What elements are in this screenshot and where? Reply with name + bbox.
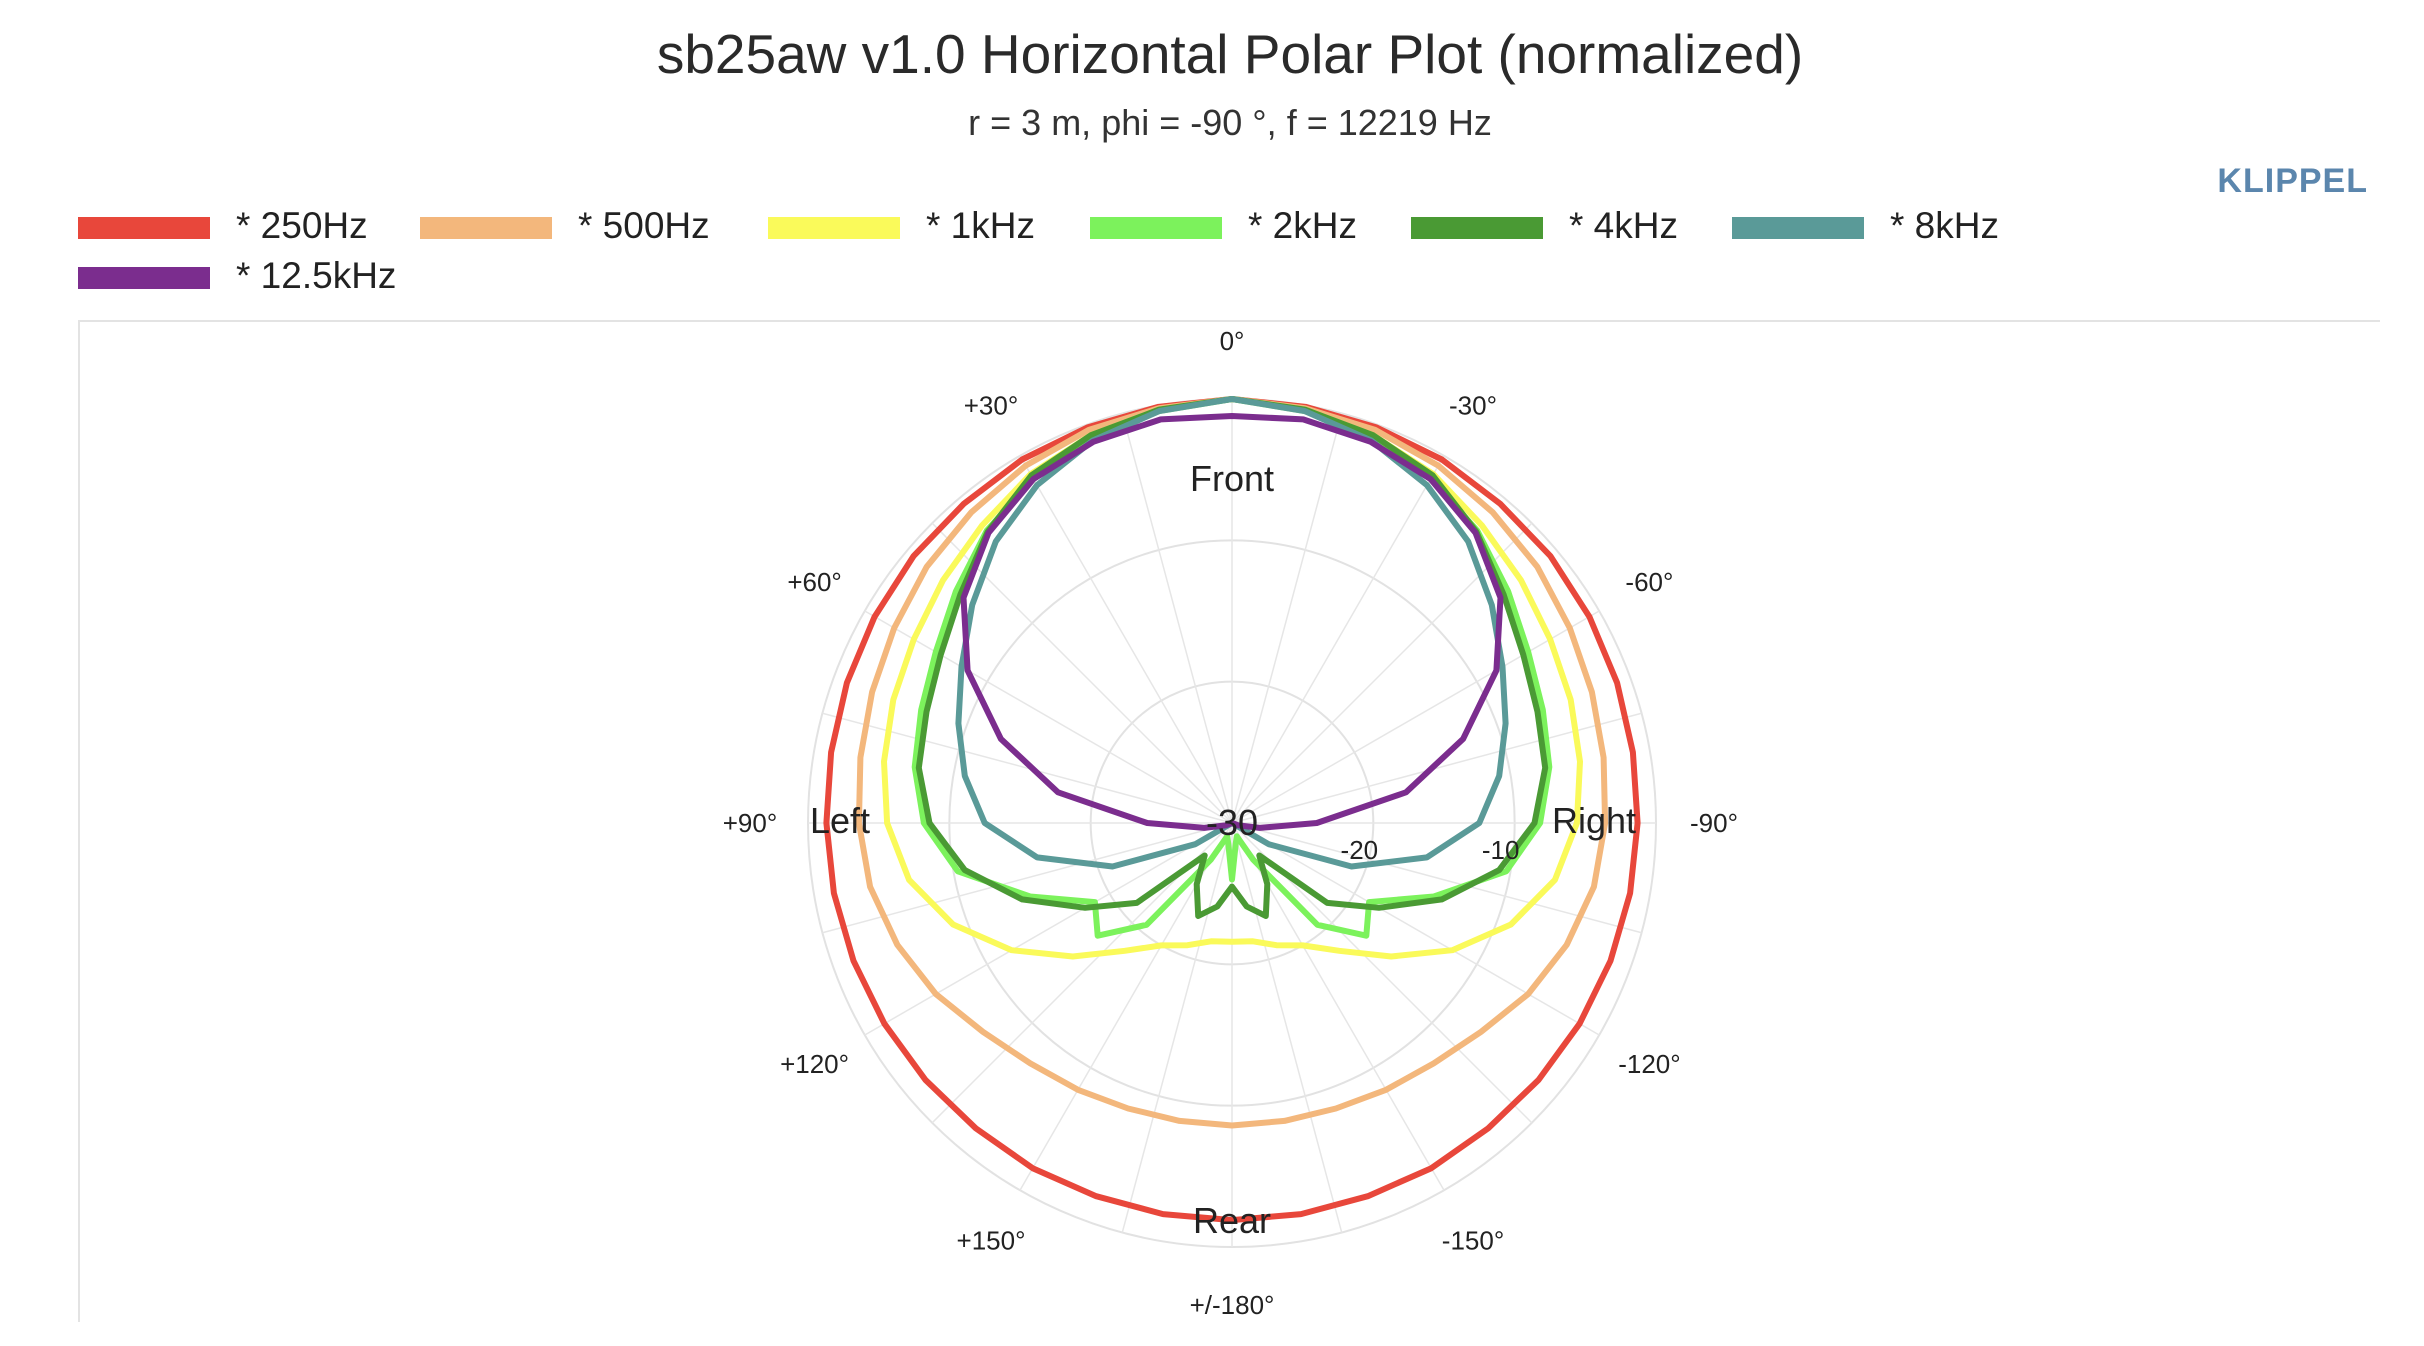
legend-swatch-1khz (768, 217, 900, 239)
legend-label-2khz: * 2kHz (1248, 205, 1357, 246)
angle-tick-label: -30° (1449, 391, 1497, 421)
legend-label-8khz: * 8kHz (1890, 205, 1999, 246)
direction-label-left: Left (810, 800, 870, 841)
chart-title: sb25aw v1.0 Horizontal Polar Plot (norma… (656, 23, 1804, 85)
legend-swatch-2khz (1090, 217, 1222, 239)
grid-spoke (1231, 822, 1343, 1233)
grid-spoke (1231, 413, 1343, 824)
angle-tick-label: 0° (1220, 326, 1245, 356)
legend-swatch-4khz (1411, 217, 1543, 239)
series-line-4 (915, 396, 1549, 919)
chart-subtitle: r = 3 m, phi = -90 °, f = 12219 Hz (968, 102, 1492, 143)
legend-label-12-5khz: * 12.5kHz (236, 255, 397, 296)
angle-tick-label: -90° (1690, 808, 1738, 838)
series-line-0 (823, 396, 1641, 1224)
series-line-2 (881, 396, 1583, 960)
legend-label-500hz: * 500Hz (578, 205, 710, 246)
brand-logo: KLIPPEL (2217, 162, 2368, 200)
radial-tick-label: -20 (1341, 835, 1379, 865)
series-line-6 (960, 413, 1504, 831)
grid-spoke (864, 822, 1233, 1036)
angle-tick-label: -120° (1618, 1049, 1680, 1079)
grid-spoke (864, 610, 1233, 824)
legend-swatch-500hz (420, 217, 552, 239)
angle-tick-label: -150° (1442, 1225, 1504, 1255)
radial-tick-label-center: -30 (1206, 802, 1258, 843)
legend-label-4khz: * 4kHz (1569, 205, 1678, 246)
direction-label-front: Front (1190, 458, 1274, 499)
angle-tick-label: +120° (780, 1049, 849, 1079)
grid-spoke (1231, 610, 1600, 824)
grid-spoke (822, 822, 1233, 934)
grid-spoke (1231, 822, 1600, 1036)
angle-tick-label: +90° (723, 808, 778, 838)
angle-tick-label: +60° (787, 567, 842, 597)
angle-tick-label: +/-180° (1190, 1290, 1275, 1320)
grid-spoke (1121, 413, 1233, 824)
direction-label-rear: Rear (1193, 1200, 1271, 1241)
legend-swatch-250hz (78, 217, 210, 239)
grid-spoke (1019, 455, 1233, 824)
plot-area (78, 320, 2380, 1322)
direction-label-right: Right (1552, 800, 1636, 841)
grid-spoke (1121, 822, 1233, 1233)
angle-tick-label: +30° (964, 391, 1019, 421)
legend-swatch-12-5khz (78, 267, 210, 289)
angle-tick-label: -60° (1625, 567, 1673, 597)
angle-tick-label: +150° (957, 1225, 1026, 1255)
series-line-1 (855, 396, 1609, 1129)
grid-spoke (1231, 822, 1642, 934)
series-line-3 (911, 396, 1553, 939)
grid-spoke (1231, 455, 1445, 824)
legend-label-1khz: * 1kHz (926, 205, 1035, 246)
radial-tick-label: -10 (1482, 835, 1520, 865)
legend-swatch-8khz (1732, 217, 1864, 239)
legend-label-250hz: * 250Hz (236, 205, 368, 246)
